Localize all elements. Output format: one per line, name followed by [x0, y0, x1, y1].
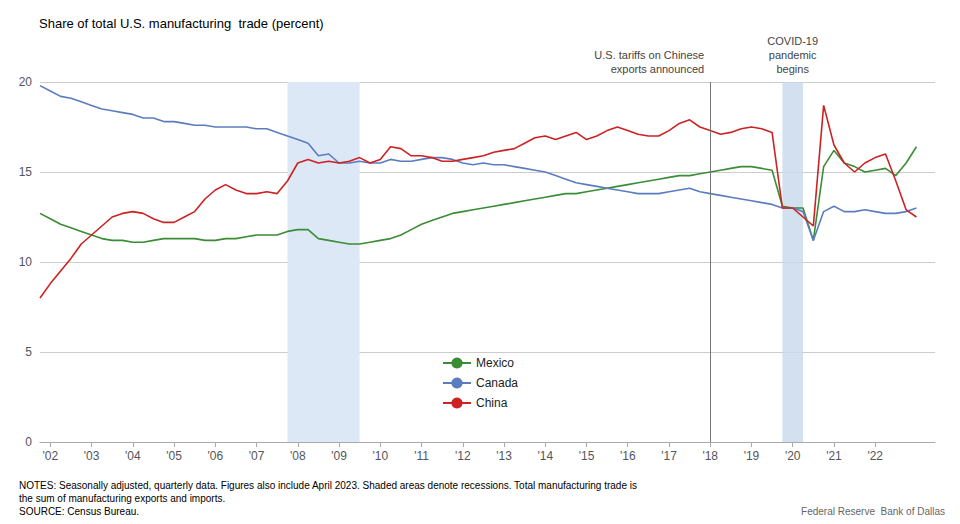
svg-text:'14: '14: [537, 449, 553, 463]
svg-text:'05: '05: [166, 449, 182, 463]
svg-text:'06: '06: [207, 449, 223, 463]
svg-text:'08: '08: [290, 449, 306, 463]
svg-text:pandemic: pandemic: [769, 49, 817, 61]
svg-text:the sum of manufacturing expor: the sum of manufacturing exports and imp…: [19, 493, 225, 504]
svg-text:Federal Reserve Bank of Dalla: Federal Reserve Bank of Dallas: [801, 506, 945, 517]
svg-text:'10: '10: [372, 449, 388, 463]
svg-text:Share of total U.S. manufactur: Share of total U.S. manufacturing trade …: [39, 16, 324, 31]
svg-text:begins: begins: [776, 63, 809, 75]
svg-text:0: 0: [25, 435, 32, 449]
svg-text:'12: '12: [455, 449, 471, 463]
svg-text:'22: '22: [867, 449, 883, 463]
svg-text:10: 10: [19, 255, 33, 269]
svg-text:NOTES: Seasonally adjusted, qu: NOTES: Seasonally adjusted, quarterly da…: [19, 480, 637, 491]
svg-text:'02: '02: [42, 449, 58, 463]
svg-text:'03: '03: [84, 449, 100, 463]
svg-text:U.S. tariffs on Chinese: U.S. tariffs on Chinese: [594, 49, 704, 61]
svg-text:'16: '16: [620, 449, 636, 463]
svg-text:COVID-19: COVID-19: [767, 35, 818, 47]
svg-text:5: 5: [25, 345, 32, 359]
svg-text:'20: '20: [785, 449, 801, 463]
svg-text:15: 15: [19, 165, 33, 179]
svg-text:SOURCE: Census Bureau.: SOURCE: Census Bureau.: [19, 506, 139, 517]
svg-text:'19: '19: [744, 449, 760, 463]
svg-text:'18: '18: [702, 449, 718, 463]
svg-text:'09: '09: [331, 449, 347, 463]
svg-text:'13: '13: [496, 449, 512, 463]
svg-text:exports announced: exports announced: [611, 63, 705, 75]
svg-text:'07: '07: [249, 449, 265, 463]
svg-text:'21: '21: [826, 449, 842, 463]
svg-text:'17: '17: [661, 449, 677, 463]
svg-text:Mexico: Mexico: [476, 356, 514, 370]
svg-text:China: China: [476, 396, 508, 410]
svg-text:'15: '15: [579, 449, 595, 463]
svg-text:'04: '04: [125, 449, 141, 463]
svg-text:20: 20: [19, 75, 33, 89]
svg-text:'11: '11: [414, 449, 429, 463]
svg-text:Canada: Canada: [476, 376, 518, 390]
